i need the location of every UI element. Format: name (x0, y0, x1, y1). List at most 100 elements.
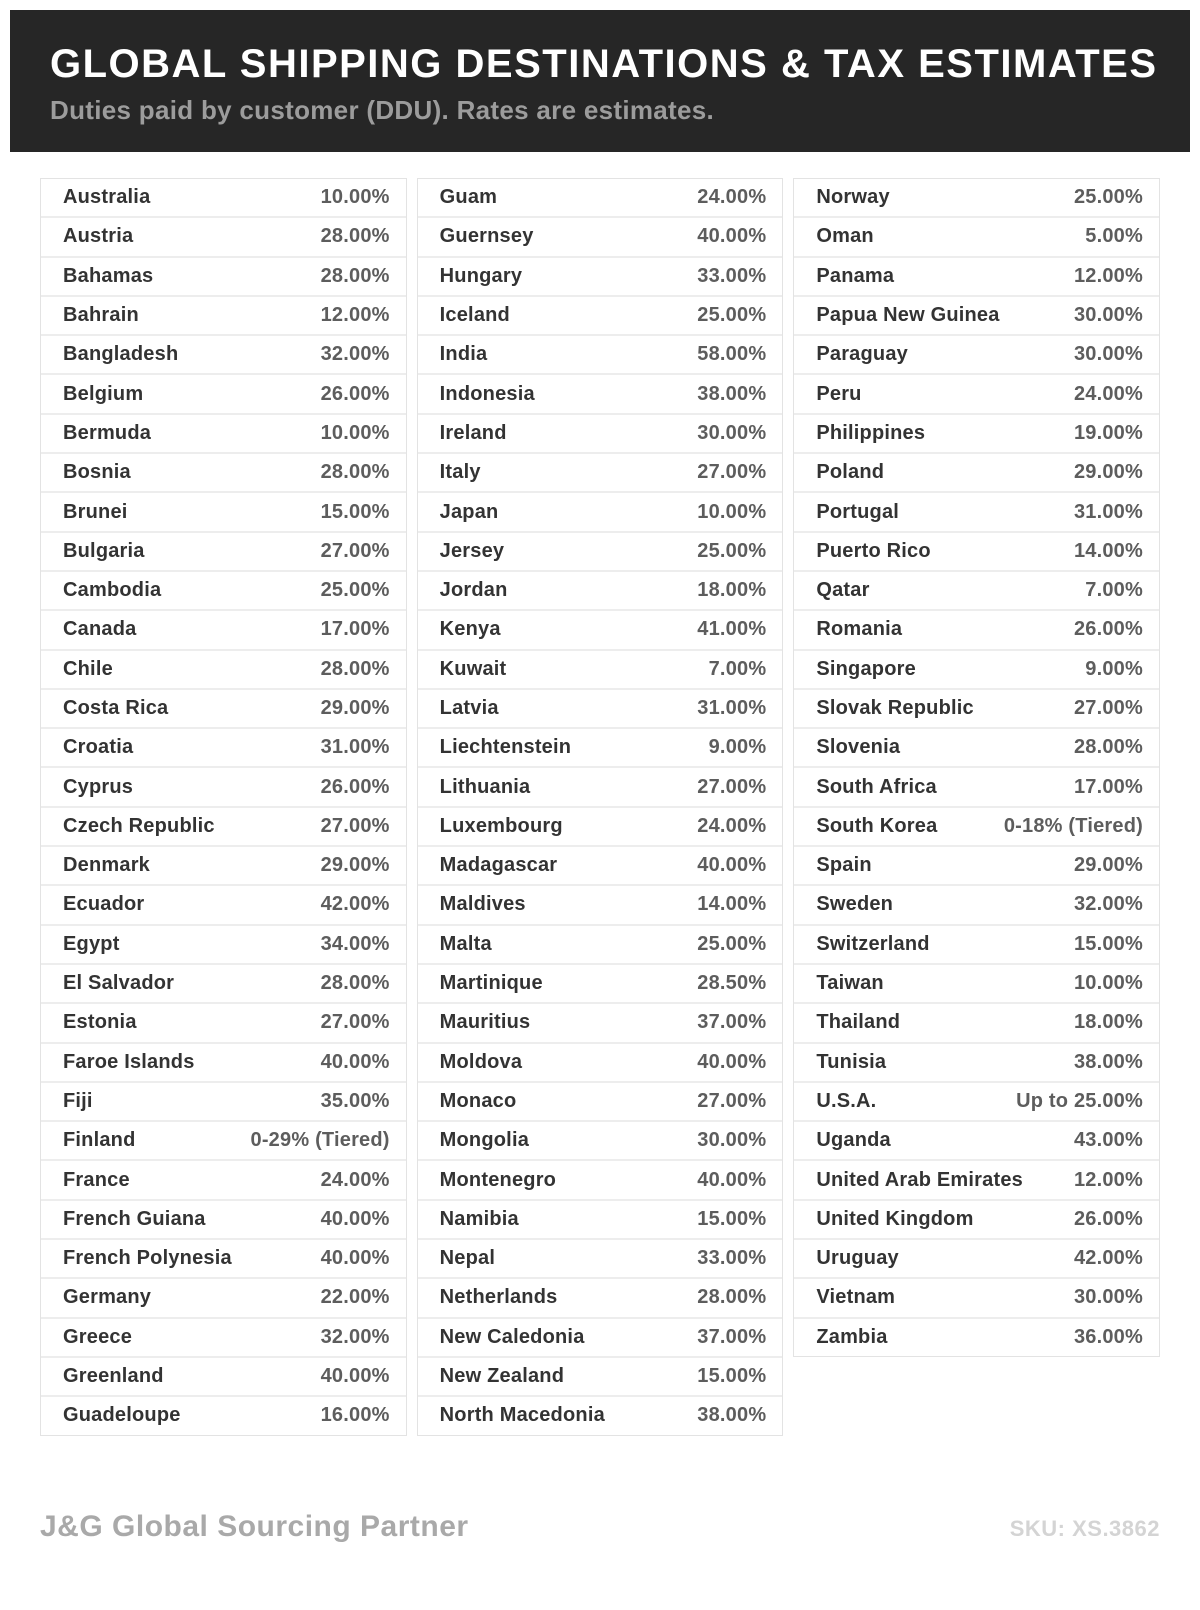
country-name: Croatia (63, 736, 134, 759)
table-row: Liechtenstein 9.00% (417, 729, 783, 769)
table-row: Montenegro 40.00% (417, 1161, 783, 1201)
table-row: Namibia 15.00% (417, 1200, 783, 1241)
table-row: India 58.00% (417, 336, 783, 376)
table-row: Estonia 27.00% (41, 1004, 406, 1044)
table-row: Czech Republic 27.00% (41, 807, 406, 848)
tax-rate: 30.00% (1073, 304, 1143, 327)
country-name: U.S.A. (816, 1089, 877, 1112)
country-name: Zambia (816, 1325, 888, 1348)
table-row: Norway 25.00% (794, 179, 1159, 219)
country-name: Tunisia (816, 1050, 887, 1073)
country-name: Australia (63, 186, 151, 209)
table-row: Philippines 19.00% (794, 414, 1159, 455)
tax-rate: 15.00% (697, 1365, 767, 1388)
tax-rate: 37.00% (697, 1325, 767, 1348)
table-row: Germany 22.00% (41, 1279, 406, 1319)
table-row: Bahrain 12.00% (41, 296, 406, 337)
table-row: Jersey 25.00% (417, 532, 783, 572)
table-row: Costa Rica 29.00% (41, 689, 406, 730)
tax-rate: 25.00% (697, 304, 767, 327)
tax-rate: 30.00% (697, 421, 767, 444)
brand-name: J&G Global Sourcing Partner (40, 1509, 469, 1543)
tax-rate: 10.00% (1073, 972, 1143, 995)
tax-rate: 27.00% (320, 539, 390, 562)
table-row: Bulgaria 27.00% (41, 532, 406, 572)
country-name: Peru (816, 382, 862, 405)
table-column: Australia 10.00% Austria 28.00% Bahamas 28.00… (40, 178, 407, 1436)
tax-rate: 24.00% (320, 1168, 390, 1191)
table-row: Uruguay 42.00% (794, 1240, 1159, 1280)
table-row: El Salvador 28.00% (41, 964, 406, 1005)
tax-rate: 33.00% (697, 264, 767, 287)
tax-rate: 28.00% (320, 225, 390, 248)
country-name: Philippines (816, 421, 926, 444)
table-row: Greece 32.00% (41, 1318, 406, 1358)
table-row: Cyprus 26.00% (41, 768, 406, 808)
table-row: Jordan 18.00% (417, 571, 783, 612)
country-name: Guam (439, 186, 498, 209)
country-name: Iceland (439, 304, 510, 327)
country-name: Cambodia (63, 579, 162, 602)
country-name: South Africa (816, 775, 937, 798)
table-row: Poland 29.00% (794, 454, 1159, 494)
tax-rate: 36.00% (1073, 1325, 1143, 1348)
table-row: Italy 27.00% (417, 454, 783, 494)
table-row: Moldova 40.00% (417, 1043, 783, 1083)
tax-rate: 27.00% (320, 1011, 390, 1034)
table-row: Cambodia 25.00% (41, 571, 406, 612)
country-name: Montenegro (439, 1168, 557, 1191)
tax-rate: 28.00% (697, 1286, 767, 1309)
table-row: Denmark 29.00% (41, 847, 406, 887)
table-column: Guam 24.00% Guernsey 40.00% Hungary 33.00% Ice… (416, 178, 784, 1436)
country-name: Puerto Rico (816, 539, 931, 562)
tax-rate: 30.00% (1073, 1286, 1143, 1309)
table-row: Puerto Rico 14.00% (794, 532, 1159, 572)
country-name: Norway (816, 186, 890, 209)
table-row: Faroe Islands 40.00% (41, 1043, 406, 1083)
tax-rate: 40.00% (697, 1168, 767, 1191)
country-name: Romania (816, 618, 903, 641)
tax-table: Australia 10.00% Austria 28.00% Bahamas 28.00… (40, 178, 1160, 1436)
tax-rate: 31.00% (1073, 500, 1143, 523)
table-row: Brunei 15.00% (41, 493, 406, 533)
table-row: Zambia 36.00% (794, 1318, 1159, 1356)
tax-rate: 38.00% (697, 382, 767, 405)
country-name: Slovak Republic (816, 697, 974, 719)
tax-rate: 22.00% (320, 1286, 390, 1309)
country-name: Paraguay (816, 343, 908, 366)
country-name: Kuwait (439, 657, 507, 680)
country-name: Bermuda (63, 421, 152, 444)
country-name: Liechtenstein (439, 736, 572, 759)
table-row: Finland 0-29% (Tiered) (41, 1122, 406, 1162)
tax-rate: 15.00% (320, 500, 390, 523)
tax-rate: 24.00% (697, 186, 767, 209)
table-row: New Caledonia 37.00% (417, 1318, 783, 1358)
country-name: Maldives (439, 893, 526, 916)
country-name: Cyprus (63, 775, 134, 798)
tax-rate: 14.00% (697, 893, 767, 916)
country-name: Spain (816, 854, 872, 877)
table-row: Fiji 35.00% (41, 1082, 406, 1123)
country-name: Bangladesh (63, 343, 179, 366)
table-row: Lithuania 27.00% (417, 768, 783, 808)
table-row: Hungary 33.00% (417, 257, 783, 297)
tax-rate: 28.00% (1073, 736, 1143, 759)
tax-rate: 29.00% (320, 697, 390, 719)
country-name: Japan (439, 500, 499, 523)
table-row: Ireland 30.00% (417, 414, 783, 455)
country-name: Denmark (63, 854, 150, 877)
table-row: Ecuador 42.00% (41, 886, 406, 926)
country-name: Fiji (63, 1089, 93, 1112)
table-row: French Polynesia 40.00% (41, 1240, 406, 1280)
country-name: Belgium (63, 382, 144, 405)
country-name: Panama (816, 264, 895, 287)
country-name: Jordan (439, 579, 508, 602)
tax-rate: 14.00% (1073, 539, 1143, 562)
table-row: Mongolia 30.00% (417, 1122, 783, 1162)
tax-rate: 27.00% (697, 775, 767, 798)
country-name: Germany (63, 1286, 152, 1309)
table-row: Kuwait 7.00% (417, 650, 783, 690)
tax-rate: 7.00% (708, 657, 767, 680)
table-row: Guadeloupe 16.00% (41, 1397, 406, 1435)
country-name: Guernsey (439, 225, 534, 248)
